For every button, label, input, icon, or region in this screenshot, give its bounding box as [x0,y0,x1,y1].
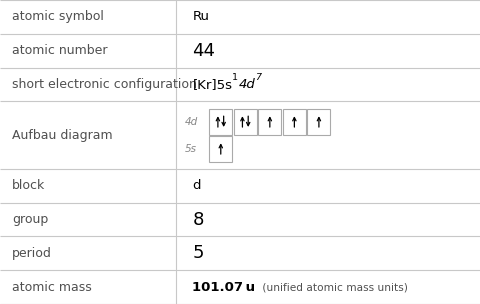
Text: 4d: 4d [238,78,254,91]
Text: atomic number: atomic number [12,44,108,57]
Text: Ru: Ru [192,10,209,23]
Bar [233,109,256,135]
Text: atomic symbol: atomic symbol [12,10,104,23]
Text: Aufbau diagram: Aufbau diagram [12,129,112,142]
Text: 1: 1 [232,73,238,81]
Text: 8: 8 [192,211,204,229]
Text: group: group [12,213,48,226]
Bar [307,109,330,135]
Bar [209,109,232,135]
Text: 101.07 u: 101.07 u [192,281,255,294]
Bar [209,136,232,161]
Bar [282,109,305,135]
Text: 7: 7 [255,73,261,81]
Text: 5: 5 [192,244,204,262]
Text: atomic mass: atomic mass [12,281,92,294]
Text: d: d [192,179,201,192]
Text: 4d: 4d [185,117,198,126]
Bar [258,109,281,135]
Text: period: period [12,247,52,260]
Text: (unified atomic mass units): (unified atomic mass units) [259,282,408,292]
Text: short electronic configuration: short electronic configuration [12,78,196,91]
Text: 44: 44 [192,42,215,60]
Text: [Kr]5s: [Kr]5s [192,78,232,91]
Text: 5s: 5s [185,143,197,154]
Text: block: block [12,179,45,192]
